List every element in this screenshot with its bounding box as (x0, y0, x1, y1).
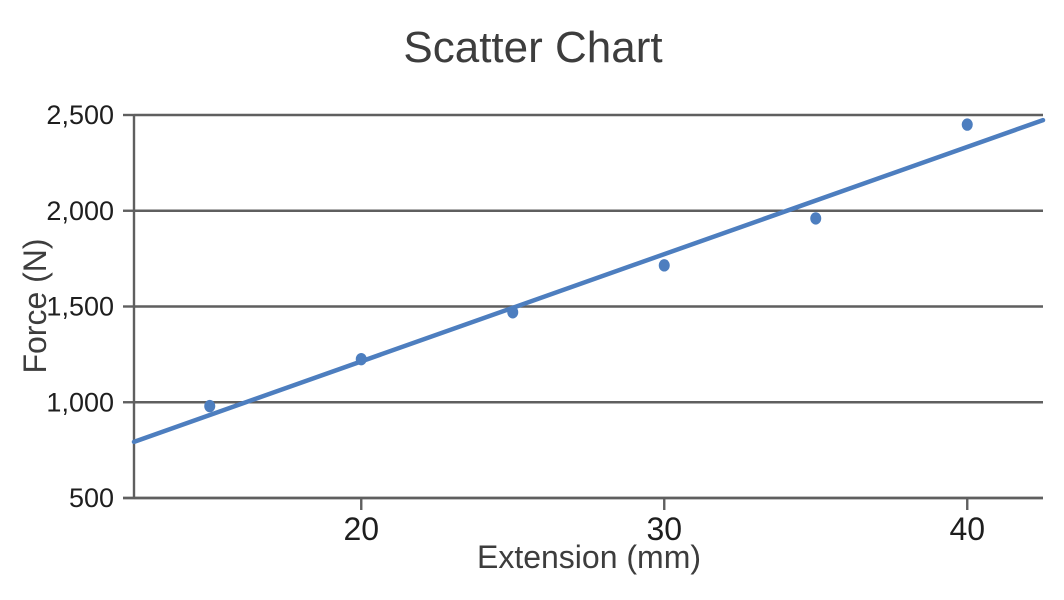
grid-layer (134, 113, 1043, 500)
series-layer (131, 117, 1046, 445)
label-layer: 500 1,000 1,500 2,000 2,500 20 30 40 (46, 100, 985, 547)
y-tick-label: 2,000 (46, 196, 114, 226)
trend-line (131, 117, 1046, 445)
y-tick-label: 1,000 (46, 387, 114, 417)
y-tick-label: 1,500 (46, 292, 114, 322)
y-tick-label: 2,500 (46, 100, 114, 130)
data-point (355, 352, 367, 366)
axis-layer (123, 113, 1043, 510)
x-tick-label: 30 (646, 511, 682, 547)
data-point (810, 212, 822, 225)
y-tick-label: 500 (69, 483, 114, 513)
data-point (961, 118, 973, 131)
x-tick-label: 40 (949, 511, 985, 547)
chart-title: Scatter Chart (403, 23, 662, 72)
x-axis-title: Extension (mm) (477, 539, 701, 575)
data-point (507, 306, 519, 319)
x-tick-label: 20 (343, 511, 379, 547)
data-point (204, 399, 216, 413)
y-axis-title: Force (N) (17, 238, 53, 373)
data-point (658, 259, 670, 272)
